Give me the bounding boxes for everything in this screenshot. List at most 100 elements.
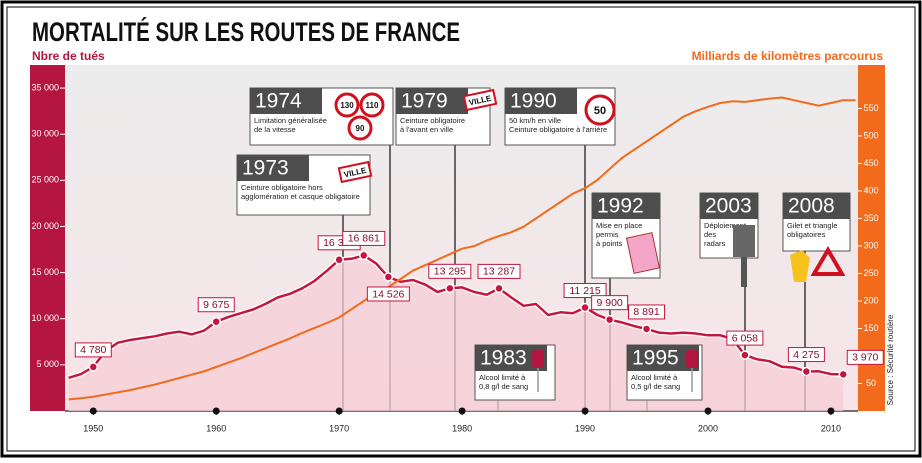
annotation-header xyxy=(783,193,850,219)
value-label: 11 215 xyxy=(569,285,600,297)
safety-vest xyxy=(790,250,810,282)
sign-text: 50 xyxy=(594,105,606,117)
annotation-year: 1995 xyxy=(632,347,679,370)
annotation-year: 1992 xyxy=(597,195,644,218)
warning-triangle xyxy=(810,246,846,276)
value-label-box xyxy=(726,330,764,346)
town-sign xyxy=(462,88,498,112)
annotation-text: Limitation généralisée xyxy=(254,116,327,125)
x-tick-label: 2010 xyxy=(821,423,841,433)
y-tick-label: 35 000 xyxy=(31,82,59,92)
annotation-text: Ceinture obligatoire xyxy=(400,116,465,125)
annotation-year: 2008 xyxy=(788,195,835,218)
annotation-text: Ceinture obligatoire à l'arrière xyxy=(509,125,607,134)
chart-title: MORTALITÉ SUR LES ROUTES DE FRANCE xyxy=(32,16,460,47)
y-axis-band xyxy=(30,65,65,411)
annotation-text: Ceinture obligatoire hors xyxy=(241,183,323,192)
annotation-header xyxy=(700,193,758,219)
annotation-header xyxy=(396,88,468,114)
x-tick-dot xyxy=(581,407,589,415)
y-tick-label: 30 000 xyxy=(31,129,59,139)
wine-glass xyxy=(686,350,698,368)
annotation-year: 1974 xyxy=(255,90,302,113)
annotation-header xyxy=(237,155,309,181)
annotation-header xyxy=(592,193,660,219)
x-tick-label: 1950 xyxy=(83,423,103,433)
y2-axis-title: Milliards de kilomètres parcourus xyxy=(692,49,884,63)
annotation-text: 50 km/h en ville xyxy=(509,116,561,125)
value-label: 4 780 xyxy=(80,344,106,356)
x-tick-dot xyxy=(89,407,97,415)
speed-sign xyxy=(584,94,616,126)
frame-inner xyxy=(6,6,916,452)
x-tick-label: 1980 xyxy=(452,423,472,433)
point xyxy=(580,302,590,313)
y2-tick-label: 50 xyxy=(866,378,876,388)
value-label-box xyxy=(477,263,521,279)
annotation-text: agglomération et casque obligatoire xyxy=(241,192,360,201)
sign-text: 90 xyxy=(356,124,365,133)
y-tick-label: 5 000 xyxy=(36,359,59,369)
y2-tick-label: 150 xyxy=(863,323,878,333)
annotation-text: obligatoires xyxy=(787,230,826,239)
value-label: 13 295 xyxy=(434,266,466,278)
point xyxy=(383,272,394,282)
value-label: 13 287 xyxy=(483,266,515,278)
y-tick-label: 20 000 xyxy=(31,221,59,231)
value-label: 16 861 xyxy=(348,233,380,245)
value-label-box xyxy=(628,304,666,320)
y2-tick-label: 450 xyxy=(863,158,878,168)
x-tick-label: 2000 xyxy=(698,423,718,433)
x-tick-dot xyxy=(212,407,220,415)
annotation-year: 1983 xyxy=(480,347,527,370)
point xyxy=(740,350,750,360)
y-tick-label: 25 000 xyxy=(31,175,59,185)
annotation-header xyxy=(250,88,322,114)
value-label-box xyxy=(74,342,112,358)
annotation-year: 2003 xyxy=(705,195,752,218)
value-label: 9 900 xyxy=(597,297,623,309)
annotation: 1983 Alcool limité à0,8 g/l de sang xyxy=(474,344,556,401)
point xyxy=(494,283,504,294)
annotation-text: Mise en place xyxy=(596,221,642,230)
annotation-text: à points xyxy=(596,239,623,248)
value-label: 4 275 xyxy=(793,349,819,361)
value-label-box xyxy=(342,230,386,246)
annotation-text: Déploiement xyxy=(704,221,747,230)
annotation-year: 1973 xyxy=(242,157,289,180)
value-label-box xyxy=(563,283,607,299)
value-label-box xyxy=(428,263,472,279)
x-tick-label: 1960 xyxy=(206,423,226,433)
annotation-year: 1979 xyxy=(401,90,448,113)
source: Source : Sécurité routière xyxy=(886,314,895,405)
y-tick-label: 10 000 xyxy=(31,313,59,323)
annotation-text: des xyxy=(704,230,716,239)
value-label: 6 058 xyxy=(732,332,758,344)
y2-tick-label: 300 xyxy=(863,240,878,250)
speed-sign xyxy=(359,92,385,118)
annotation: 1973 Ceinture obligatoire horsagglomérati… xyxy=(236,154,373,216)
x-tick-dot xyxy=(827,407,835,415)
point xyxy=(359,250,369,261)
annotation-text: de la vitesse xyxy=(254,125,296,134)
value-label: 8 891 xyxy=(633,306,659,318)
y2-tick-label: 400 xyxy=(863,185,878,195)
point xyxy=(88,362,99,372)
value-label-box xyxy=(197,297,235,313)
y2-tick-label: 350 xyxy=(863,213,878,223)
point xyxy=(334,255,344,265)
annotation-text: radars xyxy=(704,239,726,248)
value-label-box xyxy=(591,295,629,311)
value-label: 9 675 xyxy=(203,299,229,311)
value-label-box xyxy=(787,347,825,363)
annotation-text: 0,8 g/l de sang xyxy=(479,382,528,391)
point xyxy=(838,369,848,380)
y-tick-label: 15 000 xyxy=(31,267,59,277)
annotation-text: à l'avant en ville xyxy=(400,125,453,134)
x-tick-dot xyxy=(335,407,343,415)
